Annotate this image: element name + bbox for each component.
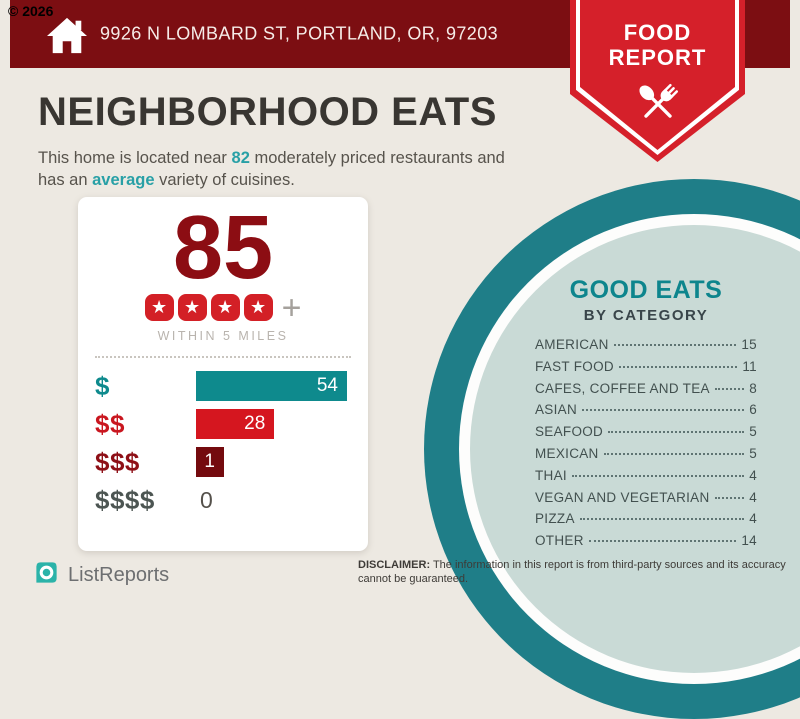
page-title: NEIGHBORHOOD EATS — [38, 90, 497, 134]
category-name: ASIAN — [535, 402, 578, 418]
star-icon: ★ — [210, 294, 240, 321]
property-address: 9926 N LOMBARD ST, PORTLAND, OR, 97203 — [100, 23, 499, 44]
category-count: 11 — [742, 358, 757, 374]
category-row: FAST FOOD 11 — [535, 359, 757, 381]
category-row: CAFES, COFFEE AND TEA 8 — [535, 381, 757, 403]
price-tier-bar: 1 — [196, 447, 224, 477]
dotted-leader — [571, 474, 745, 477]
food-report-infographic: { "copyright": "© 2026", "header": { "ad… — [8, 0, 800, 719]
copyright-notice: © 2026 — [8, 3, 54, 19]
category-count: 15 — [741, 337, 757, 352]
star-icon: ★ — [177, 294, 207, 321]
intro-text-part: moderately priced restaurants and — [249, 149, 505, 167]
dotted-leader — [582, 409, 745, 412]
price-tier-value: 28 — [244, 413, 266, 434]
star-icon: ★ — [243, 294, 273, 321]
listreports-logo: ListReports — [33, 559, 169, 591]
food-report-ribbon: FOOD REPORT — [570, 0, 745, 162]
category-name: SEAFOOD — [535, 424, 604, 440]
price-tier-chart: $54 $$ 28 $$$ 1 $$$$ 0 — [78, 371, 368, 515]
price-tier-value: 54 — [316, 375, 338, 396]
category-name: VEGAN AND VEGETARIAN — [535, 489, 710, 505]
disclaimer-text: The information in this report is from t… — [358, 559, 786, 585]
dotted-leader — [579, 518, 745, 521]
price-tier-label: $ — [95, 370, 110, 401]
good-eats-title: GOOD EATS — [569, 276, 723, 304]
price-tier-row: $54 — [95, 371, 351, 401]
intro-text: This home is located near 82 moderately … — [38, 147, 505, 191]
dotted-leader — [618, 365, 738, 368]
intro-section: NEIGHBORHOOD EATS This home is located n… — [38, 90, 505, 191]
dotted-divider — [95, 356, 351, 358]
category-count: 4 — [749, 467, 757, 483]
category-name: CAFES, COFFEE AND TEA — [535, 380, 710, 396]
good-eats-heading: GOOD EATS BY CATEGORY — [530, 276, 762, 324]
price-tier-value: 0 — [200, 487, 213, 513]
price-tier-bar-area: 0 — [196, 485, 351, 515]
disclaimer-label: DISCLAIMER: — [358, 559, 431, 571]
category-count: 5 — [749, 445, 757, 461]
category-row: ASIAN 6 — [535, 402, 757, 424]
dotted-leader — [588, 540, 737, 543]
listreports-wordmark: ListReports — [68, 563, 170, 586]
fork-spoon-icon — [629, 76, 687, 137]
price-tier-label: $$ — [95, 408, 125, 439]
category-row: PIZZA 4 — [535, 511, 757, 533]
category-row: SEAFOOD 5 — [535, 424, 757, 446]
category-name: FAST FOOD — [535, 358, 614, 374]
price-tier-bar-area: 28 — [196, 409, 351, 439]
score-card: 85 ★ ★ ★ ★ + WITHIN 5 MILES $54 $$ 28 $$$ 1 $$$$ 0 — [78, 197, 368, 551]
dotted-leader — [613, 344, 737, 346]
dotted-leader — [714, 496, 745, 499]
home-icon — [46, 15, 88, 60]
price-tier-row: $$$ 1 — [95, 447, 351, 477]
radius-caption: WITHIN 5 MILES — [157, 329, 289, 343]
category-count: 6 — [749, 402, 757, 418]
category-name: PIZZA — [535, 511, 575, 527]
listreports-pin-icon — [33, 559, 60, 591]
price-tier-label: $$$$ — [95, 484, 155, 515]
dotted-leader — [608, 431, 745, 434]
restaurant-count: 82 — [231, 149, 250, 167]
category-count: 8 — [749, 380, 757, 396]
category-count: 4 — [749, 489, 757, 505]
ribbon-title: FOOD REPORT — [608, 20, 707, 70]
category-name: THAI — [535, 467, 567, 483]
dotted-leader — [603, 452, 745, 455]
price-tier-row: $$ 28 — [95, 409, 351, 439]
intro-text-part: has an — [38, 171, 93, 189]
disclaimer: DISCLAIMER: The information in this repo… — [358, 558, 788, 586]
category-count: 14 — [741, 533, 757, 549]
price-tier-bar: 54 — [196, 371, 347, 401]
price-tier-bar: 28 — [196, 409, 275, 439]
category-name: MEXICAN — [535, 445, 599, 461]
plus-icon: + — [281, 288, 302, 327]
category-list: AMERICAN 15 FAST FOOD 11 CAFES, COFFEE AND T… — [535, 337, 757, 555]
star-rating: ★ ★ ★ ★ + — [78, 288, 368, 327]
intro-text-part: This home is located near — [38, 149, 232, 167]
variety-highlight: average — [92, 171, 155, 189]
category-row: VEGAN AND VEGETARIAN 4 — [535, 490, 757, 512]
category-row: OTHER 14 — [535, 533, 757, 555]
price-tier-row: $$$$ 0 — [95, 485, 351, 515]
category-name: AMERICAN — [535, 337, 609, 352]
category-row: MEXICAN 5 — [535, 446, 757, 468]
price-tier-value: 1 — [204, 451, 215, 472]
dotted-leader — [714, 387, 745, 390]
star-icon: ★ — [144, 294, 174, 321]
price-tier-bar-area: 1 — [196, 447, 351, 477]
category-count: 5 — [749, 424, 757, 440]
category-row: THAI 4 — [535, 468, 757, 490]
good-eats-subtitle: BY CATEGORY — [583, 307, 709, 324]
restaurant-score: 85 — [172, 198, 274, 298]
category-count: 4 — [749, 511, 757, 527]
category-row: AMERICAN 15 — [535, 337, 757, 359]
category-name: OTHER — [535, 533, 584, 549]
intro-text-part: variety of cuisines. — [154, 171, 295, 189]
price-tier-bar-area: 54 — [196, 371, 351, 401]
price-tier-label: $$$ — [95, 446, 140, 477]
